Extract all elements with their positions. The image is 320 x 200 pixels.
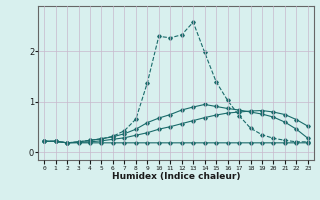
X-axis label: Humidex (Indice chaleur): Humidex (Indice chaleur) xyxy=(112,172,240,181)
